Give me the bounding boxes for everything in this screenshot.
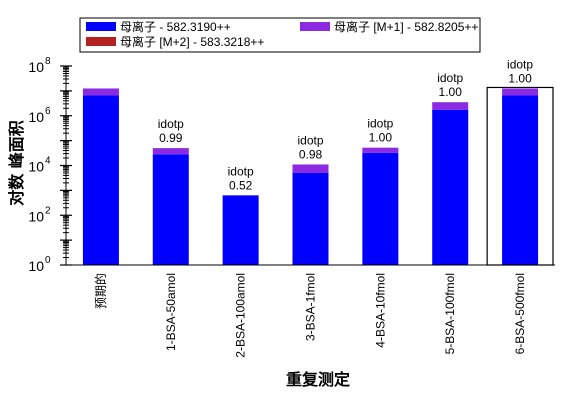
legend: 母离子 - 582.3190++ 母离子 [M+1] - 582.8205++ 母离… [79, 17, 481, 53]
x-tick-label: 4-BSA-10fmol [373, 273, 387, 348]
idotp-label: idotp [437, 71, 463, 85]
x-tick-label: 1-BSA-50amol [164, 273, 178, 351]
idotp-value: 0.99 [159, 131, 183, 145]
y-tick-label: 10 [28, 208, 44, 224]
idotp-label: idotp [297, 133, 323, 147]
legend-label: 母离子 [M+1] - 582.8205++ [334, 19, 478, 34]
y-tick-exponent: 0 [45, 255, 51, 266]
y-axis-title: 对数 峰面积 [7, 120, 26, 206]
bar-segment [82, 88, 119, 96]
x-axis: 预期的 1-BSA-50amol 2-BSA-100amol 3-BSA-1fmol 4… [66, 264, 555, 358]
x-tick-label: 5-BSA-100fmol [443, 273, 457, 354]
bar-segment [502, 95, 539, 265]
idotp-label: idotp [158, 117, 184, 131]
bar-segment [82, 95, 119, 265]
bar-segment [362, 147, 399, 153]
idotp-label: idotp [367, 117, 393, 131]
bar-segment [292, 172, 329, 265]
y-tick-label: 10 [28, 109, 44, 125]
legend-swatch [300, 22, 330, 31]
idotp-label: idotp [228, 164, 254, 178]
legend-label: 母离子 [M+2] - 583.3218++ [120, 34, 264, 49]
x-tick-label: 3-BSA-1fmol [304, 273, 318, 341]
y-tick-exponent: 8 [45, 56, 51, 67]
x-axis-title: 重复测定 [286, 370, 350, 389]
legend-swatch [86, 22, 116, 31]
y-tick-label: 10 [28, 59, 44, 75]
bars [82, 86, 554, 266]
y-tick-exponent: 2 [45, 205, 51, 216]
y-tick-label: 10 [28, 159, 44, 175]
idotp-value: 0.98 [299, 147, 323, 161]
idotp-value: 1.00 [508, 71, 532, 85]
bar-segment [432, 102, 469, 110]
bar-segment [432, 109, 469, 265]
bar-segment [222, 195, 259, 265]
idotp-value: 1.00 [439, 85, 463, 99]
legend-box [79, 17, 481, 53]
legend-swatch [86, 37, 116, 46]
y-tick-exponent: 4 [45, 156, 51, 167]
bar-segment [152, 148, 189, 155]
y-tick-exponent: 6 [45, 106, 51, 117]
idotp-value: 0.52 [229, 178, 253, 192]
bar-segment [362, 152, 399, 265]
bar-segment [292, 164, 329, 173]
x-tick-label: 2-BSA-100amol [234, 273, 248, 358]
x-tick-label: 预期的 [93, 273, 108, 309]
x-tick-label: 6-BSA-500fmol [513, 273, 527, 354]
bar-segment [152, 154, 189, 265]
y-tick-label: 10 [28, 258, 44, 274]
idotp-label: idotp [507, 57, 533, 71]
bar-segment [502, 88, 539, 96]
idotp-value: 1.00 [369, 131, 393, 145]
legend-label: 母离子 - 582.3190++ [120, 19, 231, 34]
